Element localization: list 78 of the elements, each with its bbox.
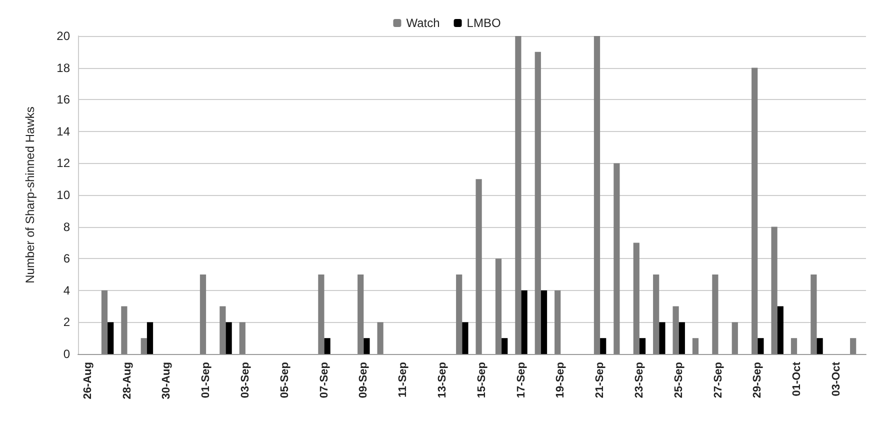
x-tick-label: 21-Sep: [594, 362, 606, 398]
x-tick-label: 29-Sep: [752, 362, 764, 398]
bar: [324, 338, 330, 354]
bar: [226, 322, 232, 354]
bar: [239, 322, 246, 354]
bar: [476, 179, 482, 354]
x-tick-label: 17-Sep: [515, 362, 528, 398]
bar: [108, 322, 114, 354]
y-axis-title: Number of Sharp-shinned Hawks: [23, 106, 37, 284]
bar: [140, 338, 147, 354]
x-tick-label: 03-Oct: [830, 362, 842, 396]
y-tick-label: 0: [63, 347, 70, 361]
x-tick-label: 30-Aug: [160, 362, 173, 400]
bar: [732, 322, 738, 354]
bar: [121, 306, 128, 354]
bar: [810, 274, 817, 354]
bar: [534, 52, 541, 354]
bar: [594, 36, 600, 354]
x-tick-label: 03-Sep: [239, 362, 252, 398]
bar: [771, 226, 778, 354]
bar: [502, 338, 508, 354]
bar: [318, 274, 324, 354]
y-tick-label: 20: [56, 29, 70, 43]
bar: [752, 68, 758, 354]
y-tick-label: 14: [56, 124, 70, 138]
x-tick-label: 13-Sep: [436, 362, 448, 398]
bar: [600, 338, 606, 354]
y-tick-label: 6: [63, 252, 70, 266]
bar: [777, 306, 784, 354]
y-tick-label: 8: [63, 220, 70, 234]
bar: [540, 290, 548, 354]
bar: [633, 242, 640, 354]
bar: [521, 290, 528, 354]
y-tick-label: 4: [63, 283, 70, 298]
y-tick-label: 16: [56, 92, 70, 107]
bar: [614, 163, 620, 354]
bar: [639, 338, 646, 354]
x-tick-label: 25-Sep: [672, 362, 685, 398]
bar: [200, 274, 206, 354]
bar: [495, 258, 502, 354]
bar: [462, 322, 468, 354]
legend-label: Watch: [406, 16, 440, 30]
x-tick-label: 07-Sep: [318, 362, 330, 398]
bar: [712, 274, 718, 354]
x-tick-label: 28-Aug: [121, 362, 134, 400]
bar: [358, 274, 364, 354]
x-tick-label: 05-Sep: [278, 362, 291, 398]
x-tick-label: 26-Aug: [82, 362, 94, 400]
x-tick-label: 01-Oct: [791, 362, 804, 396]
x-tick-label: 11-Sep: [397, 362, 410, 398]
y-tick-label: 10: [56, 188, 70, 202]
bar: [220, 306, 226, 354]
y-tick-label: 12: [56, 156, 70, 170]
bar: [659, 322, 666, 354]
bar: [758, 338, 764, 354]
legend-label: LMBO: [466, 16, 501, 30]
bar: [101, 290, 108, 354]
bar: [515, 36, 522, 354]
bar: [672, 306, 679, 354]
bar: [554, 290, 561, 354]
x-tick-label: 01-Sep: [200, 362, 212, 398]
x-tick-label: 19-Sep: [554, 362, 567, 398]
x-tick-label: 09-Sep: [358, 362, 370, 398]
bar: [692, 338, 699, 354]
x-tick-label: 23-Sep: [633, 362, 646, 398]
y-tick-label: 2: [63, 315, 70, 330]
bar: [678, 322, 685, 354]
bar: [816, 338, 823, 354]
bar: [456, 274, 462, 354]
y-tick-label: 18: [56, 60, 70, 75]
bar: [364, 338, 370, 354]
bar: [850, 338, 856, 354]
x-tick-label: 27-Sep: [712, 362, 724, 398]
bar: [377, 322, 384, 354]
x-tick-label: 15-Sep: [476, 362, 488, 398]
bar: [653, 274, 660, 354]
bar: [146, 322, 154, 354]
bar: [790, 338, 798, 354]
